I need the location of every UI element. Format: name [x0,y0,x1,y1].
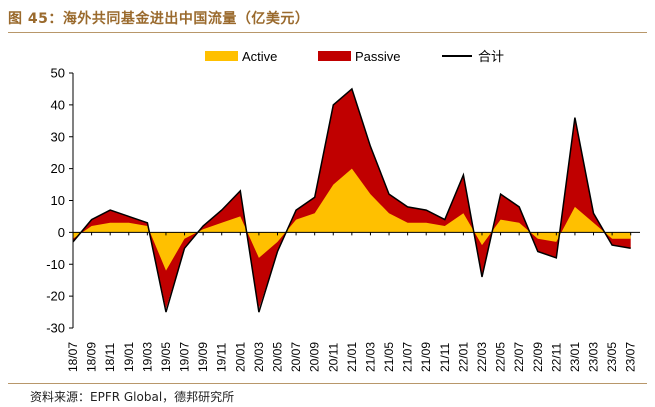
y-tick-label: 40 [51,97,65,112]
x-tick-label: 21/07 [401,342,415,372]
x-tick-label: 21/09 [419,342,433,372]
y-tick-label: 50 [51,66,65,81]
plot-areas [73,88,631,309]
x-tick-label: 22/07 [512,342,526,372]
x-tick-label: 19/05 [159,342,173,372]
x-tick-label: 22/09 [531,342,545,372]
x-tick-label: 23/01 [568,342,582,372]
x-tick-label: 22/11 [549,343,563,372]
x-tick-label: 19/01 [122,342,136,372]
x-tick-label: 22/03 [475,342,489,372]
active-area [73,168,631,271]
x-tick-label: 19/03 [140,342,154,372]
x-tick-label: 18/11 [103,343,117,372]
total-line [72,87,631,313]
x-tick-label: 20/07 [289,342,303,372]
x-tick-label: 21/11 [438,343,452,372]
x-tick-label: 18/07 [66,342,80,372]
x-tick-label: 21/05 [382,342,396,372]
x-tick-label: 23/07 [624,342,638,372]
y-tick-label: -20 [46,289,65,304]
legend: Active Passive 合计 [205,49,504,64]
legend-swatch [205,51,238,61]
x-tick-label: 19/11 [215,343,229,372]
y-tick-label: 10 [51,193,65,208]
x-tick-label: 22/01 [456,342,470,372]
legend-label: Active [242,49,277,64]
legend-swatch [318,51,351,61]
x-tick-label: 20/03 [252,342,266,372]
x-tick-label: 21/03 [363,342,377,372]
chart-title: 图 45：海外共同基金进出中国流量（亿美元） [8,11,310,27]
x-tick-label: 19/07 [178,342,192,372]
legend-label: Passive [355,49,401,64]
axes: -30 -20 -10 0 10 20 30 40 50 18/07 18/09 18/11 19/01… [46,66,640,372]
x-tick-label: 20/11 [326,343,340,372]
x-tick-label: 20/01 [233,342,247,372]
x-tick-label: 23/03 [587,342,601,372]
y-tick-label: -30 [46,321,65,336]
x-tick-label: 18/09 [85,342,99,372]
x-tick-label: 20/09 [308,342,322,372]
y-tick-label: 30 [51,129,65,144]
y-tick-label: -10 [46,257,65,272]
x-tick-label: 22/05 [494,342,508,372]
x-tick-label: 21/01 [345,342,359,372]
x-tick-label: 23/05 [605,342,619,372]
y-tick-label: 20 [51,161,65,176]
source-note: 资料来源：EPFR Global，德邦研究所 [30,390,235,404]
legend-label: 合计 [478,49,504,64]
x-tick-label: 19/09 [196,342,210,372]
y-tick-label: 0 [58,225,65,240]
title-divider [8,32,647,33]
x-tick-label: 20/05 [270,342,284,372]
plot-line [72,87,631,313]
footer-divider [8,383,647,384]
